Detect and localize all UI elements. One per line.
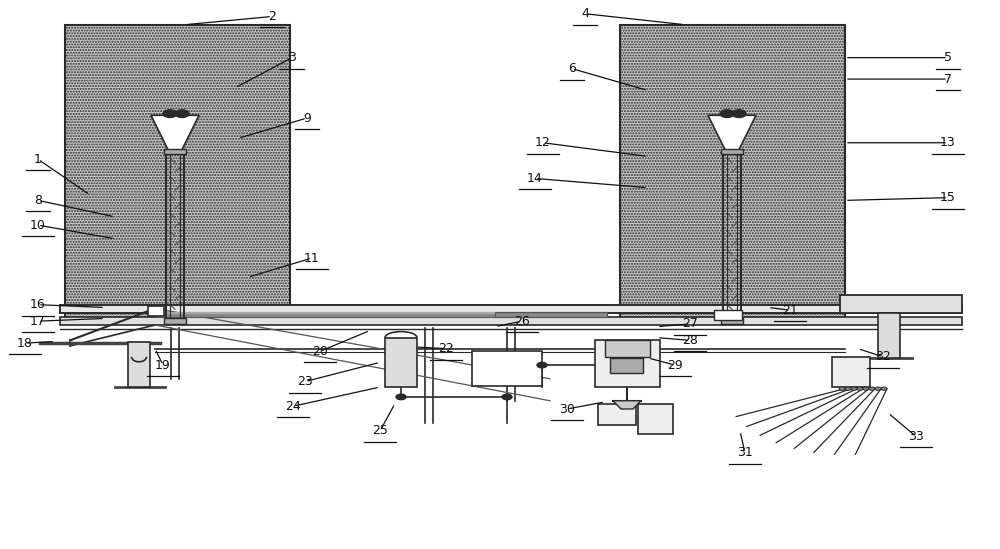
Circle shape	[881, 387, 887, 390]
Bar	[148, 306, 164, 316]
Text: 2: 2	[268, 10, 276, 23]
Bar	[721, 318, 743, 324]
Text: 9: 9	[303, 111, 311, 125]
Circle shape	[851, 387, 857, 390]
Text: 8: 8	[34, 194, 42, 207]
Bar	[155, 312, 607, 314]
Bar	[128, 342, 150, 387]
Bar	[605, 340, 650, 357]
Bar	[878, 313, 900, 358]
Text: 33: 33	[908, 430, 924, 443]
Text: 19: 19	[155, 358, 171, 372]
Text: 4: 4	[581, 7, 589, 20]
Bar	[595, 340, 660, 387]
Circle shape	[537, 362, 547, 368]
Text: 6: 6	[568, 62, 576, 75]
Polygon shape	[613, 401, 641, 409]
Text: 30: 30	[559, 402, 575, 416]
Text: 16: 16	[30, 298, 46, 311]
Text: 22: 22	[438, 342, 454, 355]
Circle shape	[175, 110, 189, 117]
Bar	[164, 318, 186, 324]
Text: 17: 17	[30, 315, 46, 328]
Text: 32: 32	[875, 350, 891, 363]
Polygon shape	[151, 115, 199, 154]
Circle shape	[863, 387, 869, 390]
Circle shape	[875, 387, 881, 390]
Text: 5: 5	[944, 51, 952, 64]
Text: 31: 31	[737, 446, 753, 460]
Bar	[164, 149, 186, 154]
Bar	[610, 358, 643, 373]
Text: 13: 13	[940, 136, 956, 149]
Text: 18: 18	[17, 337, 33, 350]
Text: 26: 26	[514, 315, 530, 328]
Text: 10: 10	[30, 219, 46, 232]
Bar	[840, 295, 962, 313]
Bar	[495, 312, 607, 317]
Text: 23: 23	[297, 375, 313, 388]
Circle shape	[839, 387, 845, 390]
Bar	[638, 404, 673, 434]
Bar	[832, 357, 870, 387]
Circle shape	[857, 387, 863, 390]
Bar	[60, 305, 962, 313]
Bar	[155, 312, 607, 317]
Text: 24: 24	[285, 400, 301, 413]
Text: 21: 21	[782, 304, 798, 317]
Text: 14: 14	[527, 172, 543, 185]
Text: 3: 3	[288, 51, 296, 64]
Bar	[60, 317, 962, 325]
Text: 12: 12	[535, 136, 551, 149]
Circle shape	[732, 110, 746, 117]
Polygon shape	[708, 115, 756, 154]
Text: 7: 7	[944, 72, 952, 86]
Bar	[620, 25, 845, 318]
Circle shape	[163, 110, 177, 117]
Text: 15: 15	[940, 191, 956, 204]
Text: 29: 29	[667, 358, 683, 372]
Text: 28: 28	[682, 334, 698, 347]
Bar	[721, 149, 743, 154]
Text: 20: 20	[312, 345, 328, 358]
Bar	[714, 310, 742, 320]
Circle shape	[502, 394, 512, 400]
Circle shape	[720, 110, 734, 117]
Circle shape	[869, 387, 875, 390]
Bar	[598, 404, 636, 425]
Text: 1: 1	[34, 153, 42, 166]
Text: 11: 11	[304, 251, 320, 265]
Text: 27: 27	[682, 317, 698, 330]
Circle shape	[845, 387, 851, 390]
Bar	[385, 338, 417, 387]
Bar	[65, 25, 290, 318]
Text: 25: 25	[372, 424, 388, 438]
Circle shape	[396, 394, 406, 400]
Bar	[472, 351, 542, 386]
